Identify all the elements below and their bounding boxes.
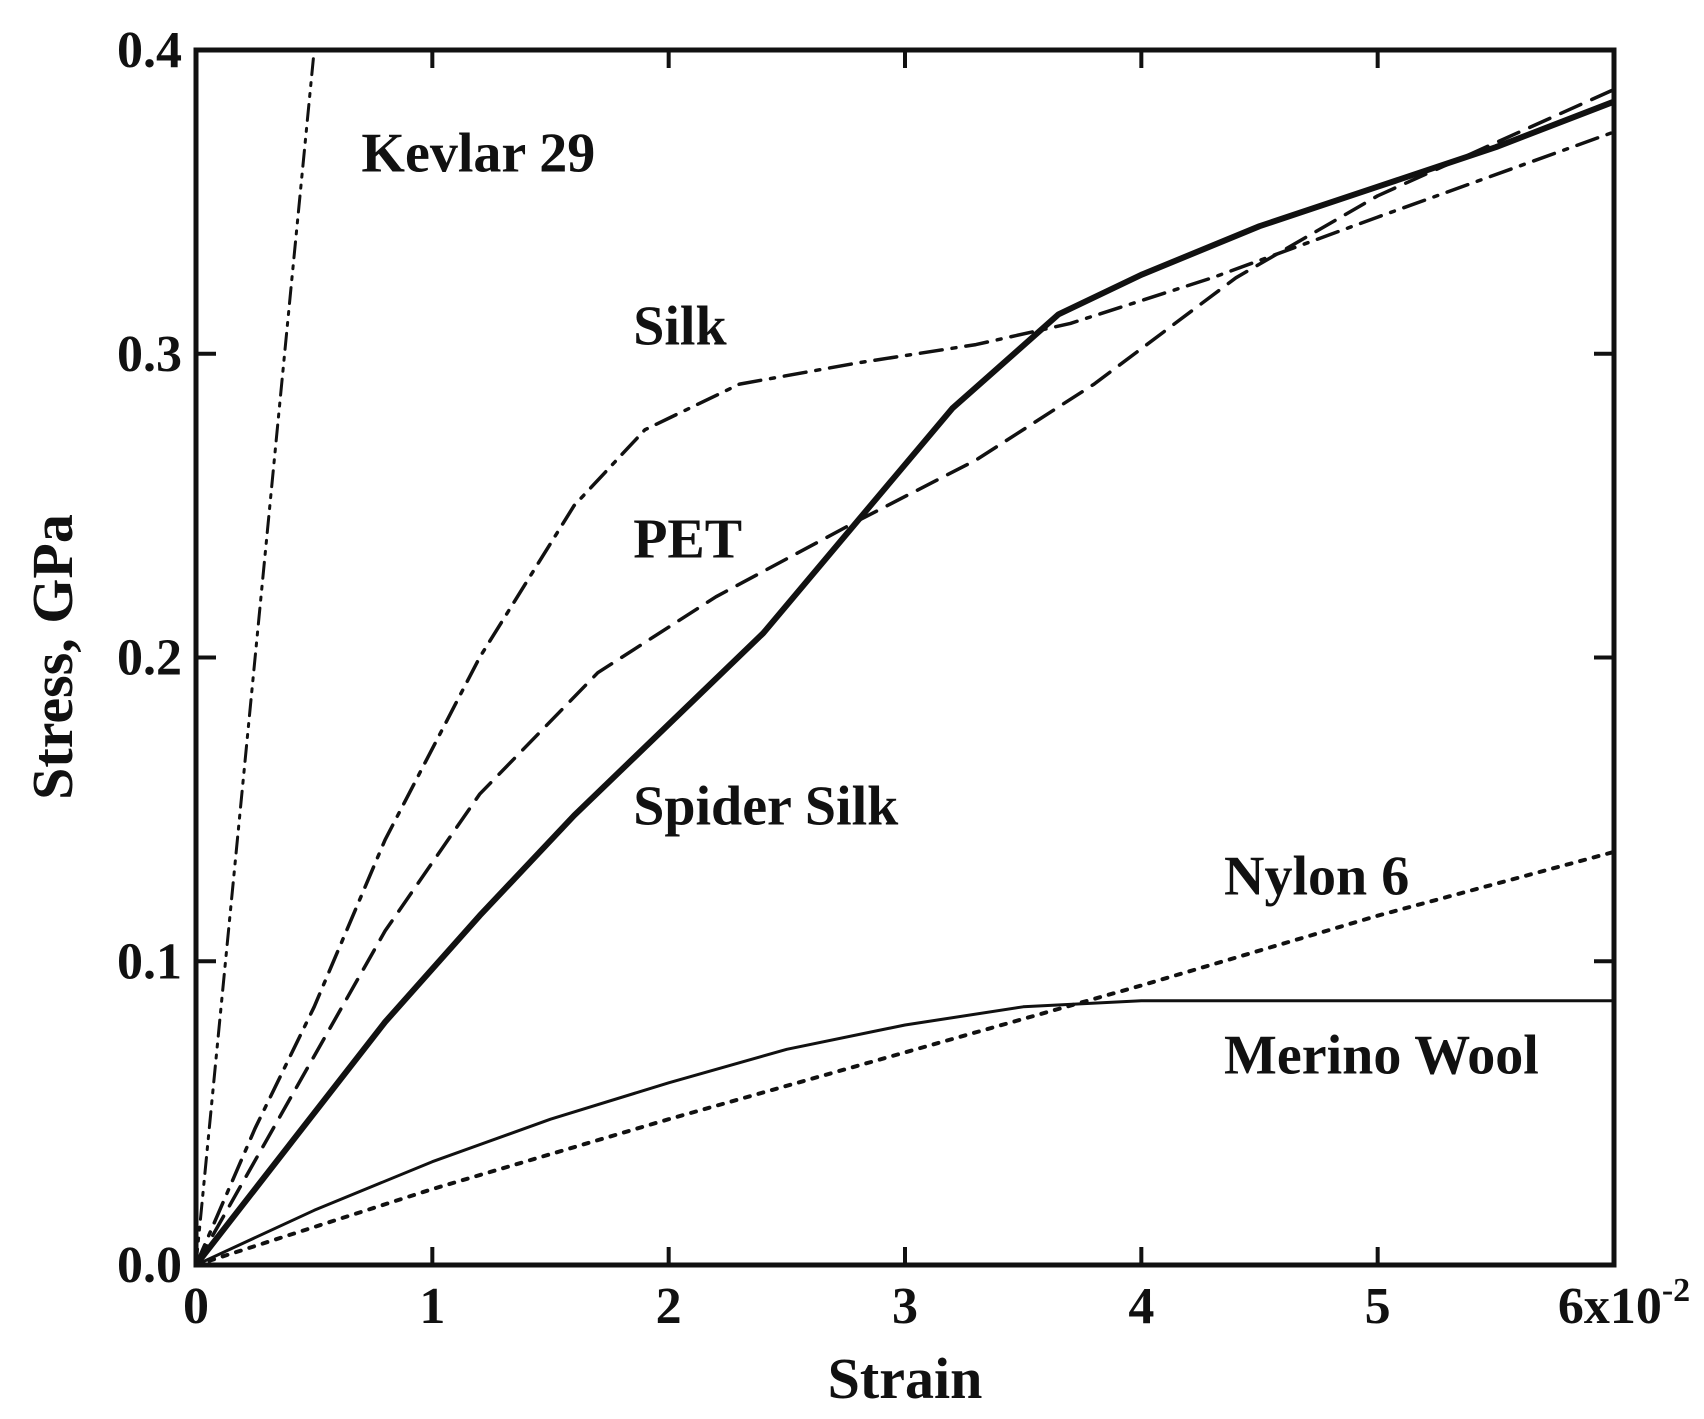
series-label-spider-silk: Spider Silk bbox=[633, 776, 899, 838]
series-line-nylon-6 bbox=[196, 849, 1614, 1265]
x-tick-label: 1 bbox=[419, 1278, 445, 1335]
x-tick-label: 5 bbox=[1365, 1278, 1391, 1335]
series-label-kevlar-29: Kevlar 29 bbox=[361, 123, 595, 185]
x-tick-label: 4 bbox=[1128, 1278, 1154, 1335]
series-label-pet: PET bbox=[633, 508, 742, 570]
y-axis-label: Stress, GPa bbox=[20, 514, 85, 800]
labels-layer: 0 1 2 3 4 5 6x10-2 0.0 0.1 0.2 0.3 0.4 Kevlar 29 Silk… bbox=[117, 22, 1690, 1335]
series-line-spider-silk bbox=[196, 98, 1614, 1265]
series-line-silk bbox=[196, 130, 1614, 1265]
x-tick-label: 2 bbox=[656, 1278, 682, 1335]
x-axis-label: Strain bbox=[828, 1346, 983, 1411]
series-label-silk: Silk bbox=[633, 296, 727, 358]
x-tick-label: 6x10-2 bbox=[1558, 1272, 1690, 1335]
y-tick-label: 0.2 bbox=[117, 630, 182, 687]
ticks-layer bbox=[194, 48, 1616, 1267]
y-tick-label: 0.3 bbox=[117, 326, 182, 383]
series-line-merino-wool bbox=[196, 999, 1614, 1265]
series-label-nylon-6: Nylon 6 bbox=[1224, 845, 1409, 907]
x-tick-exponent: -2 bbox=[1662, 1272, 1690, 1309]
series-line-kevlar-29 bbox=[196, 50, 316, 1265]
series-line-pet bbox=[196, 87, 1614, 1265]
y-tick-label: 0.4 bbox=[117, 22, 182, 79]
x-tick-label: 3 bbox=[892, 1278, 918, 1335]
y-tick-label: 0.0 bbox=[117, 1237, 182, 1294]
x-tick-label: 0 bbox=[183, 1278, 209, 1335]
series-label-merino-wool: Merino Wool bbox=[1224, 1025, 1539, 1087]
y-tick-label: 0.1 bbox=[117, 933, 182, 990]
curves-layer bbox=[196, 50, 1614, 1265]
